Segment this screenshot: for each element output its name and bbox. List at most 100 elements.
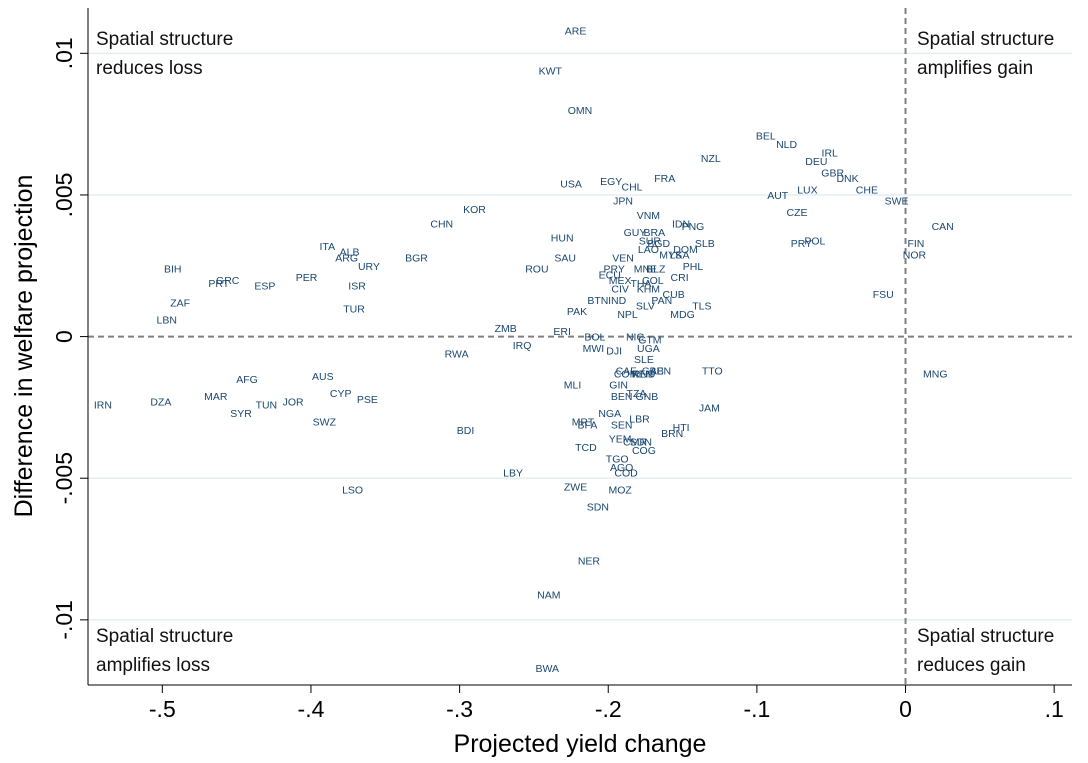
y-ticks: -.01 -.005 0 .005 .01 xyxy=(51,37,88,640)
point-pse-102: PSE xyxy=(357,394,378,406)
point-gtm-83: GTM xyxy=(638,334,661,346)
point-mne-51: MNE xyxy=(634,264,657,276)
point-bra-27: BRA xyxy=(644,227,666,239)
quadrant-label-bottom-right-line-1: reduces gain xyxy=(917,655,1026,676)
point-gbr-8: GBR xyxy=(821,167,844,179)
point-mng-96: MNG xyxy=(923,368,948,380)
point-bgr-43: BGR xyxy=(405,252,428,264)
point-dom-37: DOM xyxy=(673,244,698,256)
point-hti-119: HTI xyxy=(673,422,690,434)
gridlines xyxy=(88,52,1072,621)
y-tick-label-0: -.01 xyxy=(51,600,77,640)
point-aus-98: AUS xyxy=(312,371,334,383)
point-isr-62: ISR xyxy=(348,281,366,293)
y-axis-title: Difference in welfare projection xyxy=(10,175,38,518)
point-rwa-87: RWA xyxy=(445,349,469,361)
point-dji-85: DJI xyxy=(606,346,622,358)
y-tick-label-1: -.005 xyxy=(51,452,77,504)
point-cyp-101: CYP xyxy=(330,388,352,400)
point-pry-32: PRY xyxy=(791,238,812,250)
x-ticks: -.5 -.4 -.3 -.2 -.1 0 .1 xyxy=(149,685,1064,722)
point-caf-89: CAF xyxy=(616,366,637,378)
point-uga-86: UGA xyxy=(637,343,660,355)
point-btn-67: BTN xyxy=(587,295,608,307)
point-brn-121: BRN xyxy=(661,428,683,440)
point-slv-72: SLV xyxy=(636,300,655,312)
point-lao-36: LAO xyxy=(638,244,659,256)
quadrant-labels: Spatial structure reduces loss Spatial str… xyxy=(96,29,1054,676)
y-tick-label-2: 0 xyxy=(51,330,77,343)
point-nga-113: NGA xyxy=(598,408,621,420)
point-deu-7: DEU xyxy=(805,156,827,168)
point-pan-69: PAN xyxy=(651,295,672,307)
point-sdn-134: SDN xyxy=(587,502,609,514)
quadrant-label-top-left-line-0: Spatial structure xyxy=(96,29,233,50)
y-tick-label-4: .01 xyxy=(51,37,77,69)
point-mar-103: MAR xyxy=(204,391,228,403)
point-ken-93: KEN xyxy=(632,368,654,380)
point-nld-4: NLD xyxy=(776,139,797,151)
point-cri-54: CRI xyxy=(671,272,689,284)
point-ner-135: NER xyxy=(578,555,601,567)
x-tick-label-5: 0 xyxy=(899,696,912,722)
point-grc-56: GRC xyxy=(216,275,240,287)
point-nor-41: NOR xyxy=(903,249,927,261)
point-gnb-106: GNB xyxy=(636,391,659,403)
point-swz-115: SWZ xyxy=(313,417,337,429)
point-pol-30: POL xyxy=(804,235,825,247)
point-tgo-127: TGO xyxy=(606,453,629,465)
point-phl-49: PHL xyxy=(683,261,704,273)
point-nzl-6: NZL xyxy=(701,153,721,165)
point-irn-110: IRN xyxy=(94,400,112,412)
point-jpn-17: JPN xyxy=(613,196,633,208)
point-swe-18: SWE xyxy=(885,196,909,208)
point-pak-74: PAK xyxy=(567,306,587,318)
point-fin-33: FIN xyxy=(907,238,924,250)
point-cod-129: COD xyxy=(614,468,638,480)
point-zaf-71: ZAF xyxy=(170,298,190,310)
point-civ-64: CIV xyxy=(611,283,629,295)
point-sau-44: SAU xyxy=(554,252,576,264)
point-ben-91: BEN xyxy=(649,366,671,378)
point-blz-52: BLZ xyxy=(646,264,666,276)
point-lux-14: LUX xyxy=(797,184,817,196)
point-gin-100: GIN xyxy=(609,380,628,392)
point-dnk-9: DNK xyxy=(836,173,858,185)
point-chl-13: CHL xyxy=(622,181,643,193)
point-omn-2: OMN xyxy=(568,105,593,117)
point-sle-88: SLE xyxy=(634,354,654,366)
point-khm-63: KHM xyxy=(637,283,660,295)
point-afg-97: AFG xyxy=(236,374,258,386)
point-ury-46: URY xyxy=(358,261,380,273)
point-jor-108: JOR xyxy=(283,397,304,409)
point-cog-126: COG xyxy=(632,445,656,457)
point-bih-47: BIH xyxy=(164,264,182,276)
point-tur-73: TUR xyxy=(343,303,365,315)
point-vnm-21: VNM xyxy=(637,210,660,222)
point-arg-42: ARG xyxy=(335,252,358,264)
point-fsu-66: FSU xyxy=(873,289,894,301)
reference-lines xyxy=(88,8,1072,685)
point-cze-20: CZE xyxy=(787,207,808,219)
point-png-24: PNG xyxy=(682,221,705,233)
point-fra-10: FRA xyxy=(654,173,675,185)
quadrant-label-top-right-line-1: amplifies gain xyxy=(917,58,1033,79)
point-kor-19: KOR xyxy=(463,204,486,216)
point-cmr-123: CMR xyxy=(623,436,647,448)
point-bel-3: BEL xyxy=(756,130,776,142)
point-moz-132: MOZ xyxy=(608,485,632,497)
point-mrt-116: MRT xyxy=(572,417,595,429)
point-mys-39: MYS xyxy=(659,249,682,261)
point-lso-133: LSO xyxy=(342,485,363,497)
point-ind-68: IND xyxy=(608,295,627,307)
y-tick-label-3: .005 xyxy=(51,173,77,218)
point-eri-79: ERI xyxy=(553,326,571,338)
x-tick-label-2: -.3 xyxy=(446,696,473,722)
point-hun-28: HUN xyxy=(551,232,574,244)
point-mli-99: MLI xyxy=(564,380,582,392)
point-idn-23: IDN xyxy=(672,218,690,230)
point-gab-90: GAB xyxy=(642,366,664,378)
